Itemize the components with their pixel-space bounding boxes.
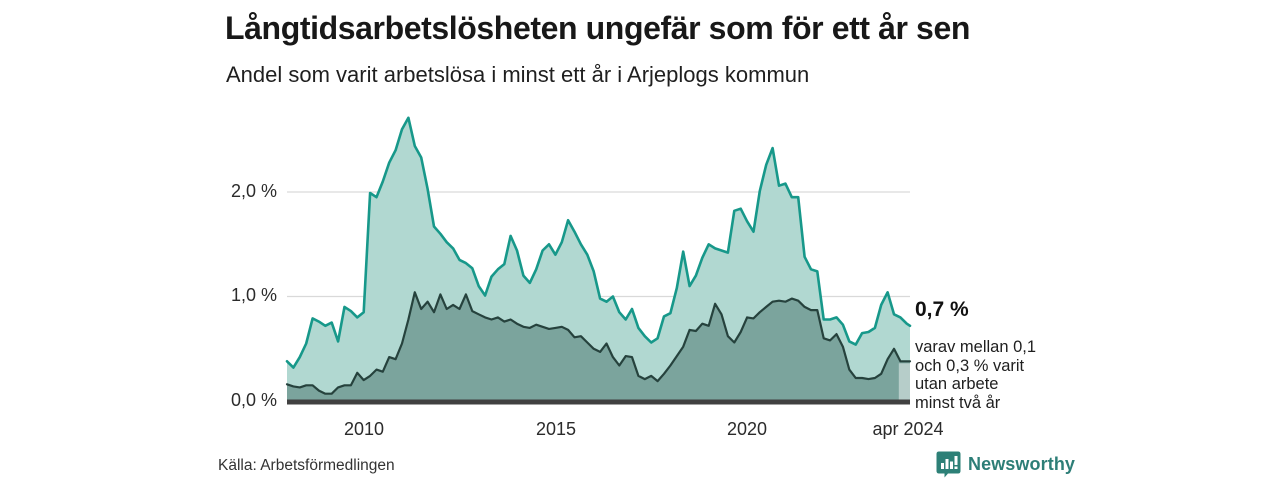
two-year-line: [285, 291, 912, 395]
latest-value-label: 0,7 %: [915, 298, 969, 321]
x-tick-2015: 2015: [535, 419, 577, 439]
source-credit: Källa: Arbetsförmedlingen: [218, 457, 395, 474]
y-tick-1: 1,0 %: [230, 285, 277, 305]
page-subtitle: Andel som varit arbetslösa i minst ett å…: [226, 62, 810, 87]
zero-baseline: [287, 399, 910, 405]
censored-tail-fade: [898, 363, 910, 400]
x-tick-apr-2024: apr 2024: [872, 419, 944, 439]
page-title: Långtidsarbetslösheten ungefär som för e…: [225, 10, 970, 46]
one-year-line: [285, 116, 912, 369]
x-tick-2020: 2020: [726, 419, 768, 439]
censored-range-annotation: varav mellan 0,1 och 0,3 % varit utan ar…: [915, 338, 1037, 412]
newsworthy-wordmark: Newsworthy: [968, 454, 1076, 474]
newsworthy-logo-icon: [936, 451, 961, 478]
x-tick-2010: 2010: [343, 419, 385, 439]
two-year-area: [287, 292, 910, 401]
y-tick-2: 2,0 %: [230, 181, 277, 201]
y-tick-0: 0,0 %: [230, 390, 277, 410]
newsworthy-brand: Newsworthy: [936, 451, 1075, 478]
